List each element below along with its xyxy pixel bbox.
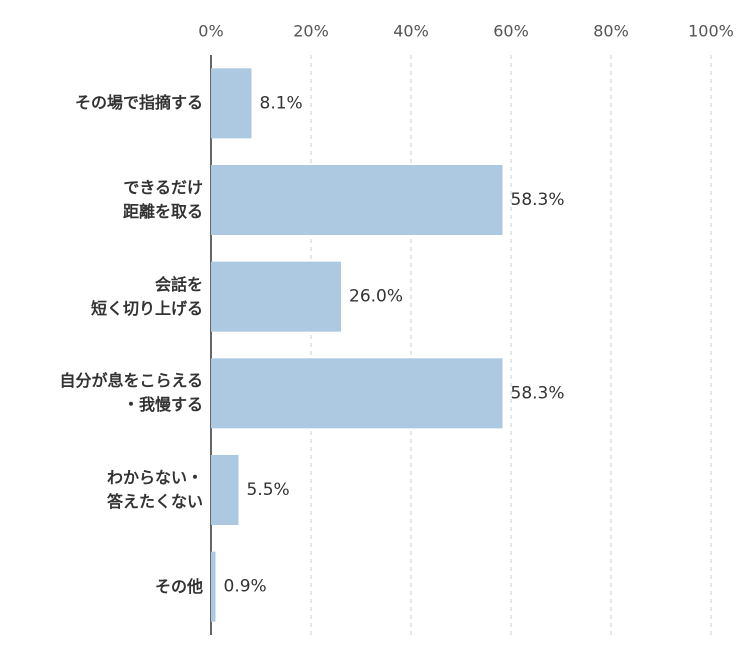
- value-label: 58.3%: [511, 383, 565, 403]
- bar: [211, 261, 341, 332]
- category-label: できるだけ 距離を取る: [122, 178, 203, 221]
- category-label: わからない・ 答えたくない: [106, 468, 203, 511]
- value-label: 8.1%: [260, 93, 303, 113]
- x-tick-label: 60%: [493, 22, 529, 41]
- x-tick-label: 20%: [293, 22, 329, 41]
- category-label: 自分が息をこらえる ・我慢する: [59, 371, 203, 415]
- category-label: その他: [154, 576, 203, 596]
- value-label: 0.9%: [224, 577, 267, 597]
- category-label: 会話を 短く切り上げる: [90, 274, 203, 318]
- x-tick-label: 40%: [393, 22, 429, 41]
- value-label: 5.5%: [247, 480, 290, 500]
- bar: [211, 165, 503, 235]
- category-label: その場で指摘する: [74, 93, 203, 113]
- bar: [211, 68, 252, 139]
- bar: [211, 358, 503, 429]
- x-tick-label: 80%: [593, 22, 629, 41]
- bar: [211, 455, 239, 525]
- value-label: 58.3%: [511, 190, 565, 210]
- bar: [211, 551, 216, 622]
- value-label: 26.0%: [349, 287, 403, 307]
- x-tick-label: 100%: [688, 22, 734, 41]
- x-tick-label: 0%: [198, 22, 223, 41]
